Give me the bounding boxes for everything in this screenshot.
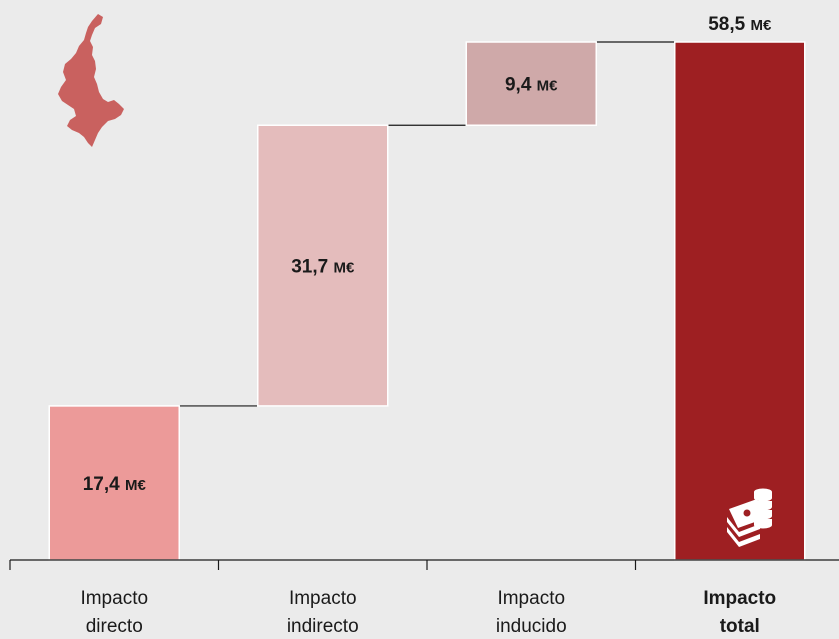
category-label-2: Impacto indirecto [287, 588, 359, 637]
bars [48, 41, 806, 561]
category-labels: Impacto directo Impacto indirecto Impacto ind… [80, 588, 776, 637]
bar-3 [465, 41, 597, 126]
bar-4 [674, 41, 806, 561]
value-labels: 17,4 M€ 31,7 M€ 9,4 M€ 58,5 M€ [83, 14, 772, 495]
value-label-4: 58,5 M€ [708, 14, 772, 35]
category-label-1: Impacto directo [80, 588, 148, 637]
category-label-3: Impacto inducido [496, 588, 567, 637]
bar-1 [48, 405, 180, 561]
valencia-map-icon [58, 14, 124, 147]
x-axis [9, 559, 839, 570]
category-label-4: Impacto total [703, 588, 776, 637]
connector-lines [179, 41, 675, 407]
bar-2 [257, 124, 389, 407]
value-label-2: 31,7 M€ [291, 257, 355, 278]
value-label-3: 9,4 M€ [505, 75, 558, 96]
money-stack-icon [727, 488, 772, 547]
value-label-1: 17,4 M€ [83, 474, 147, 495]
